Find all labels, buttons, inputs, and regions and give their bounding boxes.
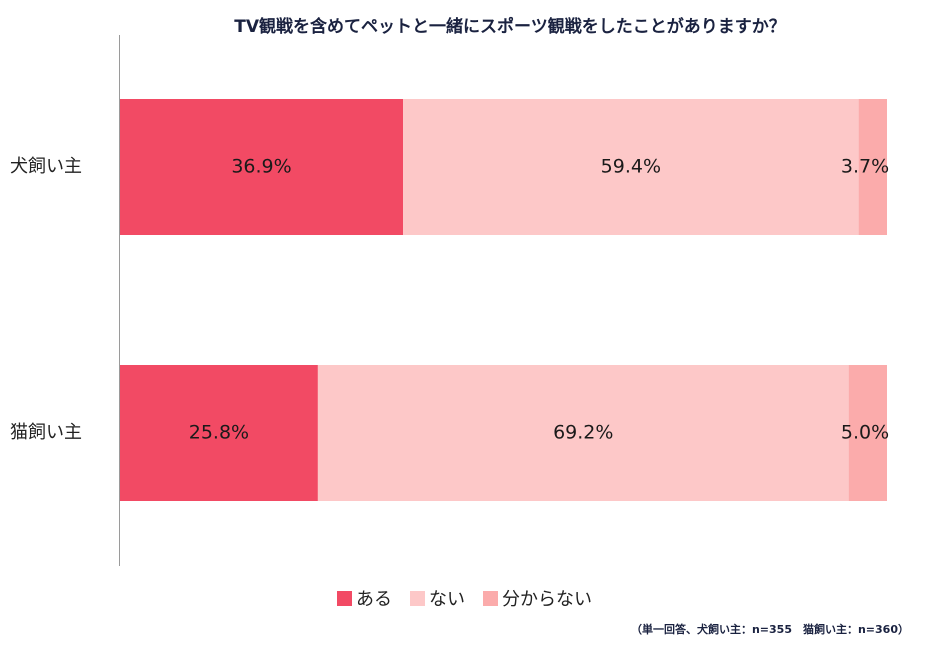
legend-label-wakaranai: 分からない xyxy=(502,589,592,610)
legend: ある ない 分からない xyxy=(0,585,929,611)
chart-title: TV観戦を含めてペットと一緒にスポーツ観戦をしたことがありますか？ xyxy=(234,17,786,37)
legend-label-aru: ある xyxy=(356,589,392,610)
legend-item-nai: ない xyxy=(410,585,465,611)
legend-swatch-wakaranai xyxy=(483,590,498,606)
legend-swatch-nai xyxy=(410,590,425,606)
bar-nai-0 xyxy=(403,99,859,235)
value-label-wakaranai-1: 5.0% xyxy=(841,422,889,444)
value-label-nai-0: 59.4% xyxy=(601,156,661,178)
labels-layer: 犬飼い主 36.9% 59.4% 3.7% 猫飼い主 25.8% 69.2% 5.0% xyxy=(10,156,889,444)
value-label-nai-1: 69.2% xyxy=(553,422,613,444)
category-label-1: 猫飼い主 xyxy=(10,422,82,443)
legend-swatch-aru xyxy=(337,590,352,606)
bar-aru-0 xyxy=(120,99,404,235)
bar-wakaranai-1 xyxy=(848,365,887,501)
footnote: （単一回答、犬飼い主：n=355 猫飼い主：n=360） xyxy=(630,623,909,636)
bars-layer xyxy=(120,99,887,501)
bar-nai-1 xyxy=(317,365,849,501)
legend-item-aru: ある xyxy=(337,585,392,611)
value-label-aru-1: 25.8% xyxy=(189,422,249,444)
legend-label-nai: ない xyxy=(429,589,465,610)
value-label-aru-0: 36.9% xyxy=(231,156,291,178)
bar-wakaranai-0 xyxy=(858,99,887,235)
category-label-0: 犬飼い主 xyxy=(10,156,82,177)
bar-aru-1 xyxy=(120,365,318,501)
legend-item-wakaranai: 分からない xyxy=(483,585,592,611)
value-label-wakaranai-0: 3.7% xyxy=(841,156,889,178)
